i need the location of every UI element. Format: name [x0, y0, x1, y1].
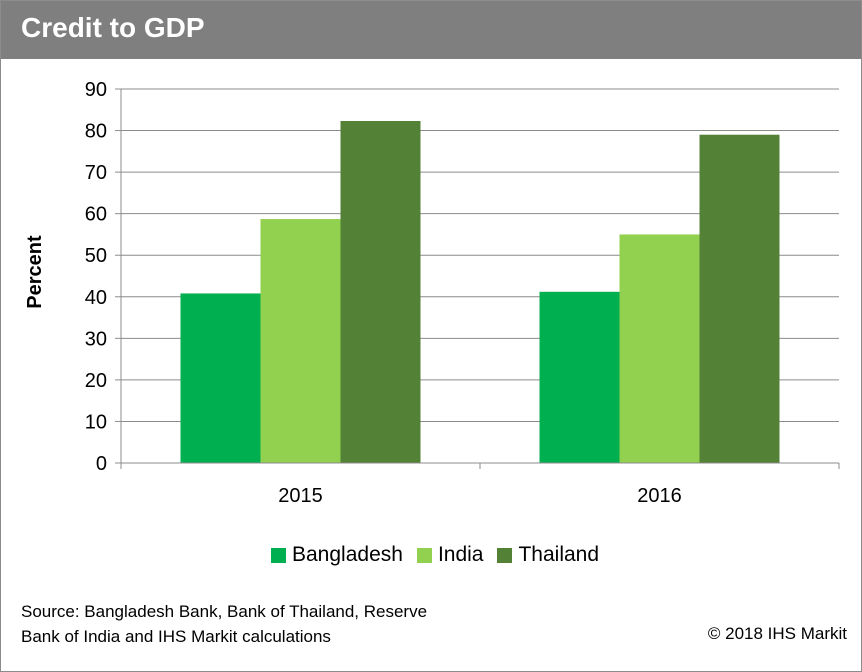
y-tick-label: 90: [85, 79, 107, 101]
bar-india: [619, 234, 700, 463]
legend-label: India: [437, 543, 484, 566]
source-note: Source: Bangladesh Bank, Bank of Thailan…: [21, 599, 581, 649]
y-tick-label: 50: [85, 245, 107, 267]
copyright-notice: © 2018 IHS Markit: [707, 624, 847, 643]
legend: Bangladesh India Thailand: [271, 541, 613, 569]
source-line-1: Source: Bangladesh Bank, Bank of Thailan…: [21, 602, 428, 621]
chart-title: Credit to GDP: [21, 12, 205, 43]
source-line-2: Bank of India and IHS Markit calculation…: [21, 627, 331, 646]
legend-swatch: [416, 547, 432, 563]
legend-label: Bangladesh: [292, 543, 403, 566]
bars: [180, 120, 780, 463]
bar-bangladesh: [180, 293, 261, 463]
bar-thailand: [340, 120, 421, 463]
y-axis-label: Percent: [24, 235, 46, 309]
bar-thailand: [699, 134, 780, 463]
legend-label: Thailand: [518, 543, 600, 566]
legend-swatch: [271, 547, 286, 563]
y-tick-label: 40: [85, 287, 107, 309]
legend-item: India: [416, 543, 484, 567]
y-tick-label: 30: [85, 328, 107, 350]
y-tick-labels: 0 10 20 30 40 50 60 70 80 90: [85, 79, 107, 475]
y-tick-label: 70: [85, 162, 107, 184]
x-tick-label: 2015: [278, 485, 323, 507]
y-tick-label: 60: [85, 204, 107, 226]
bar-india: [260, 219, 341, 463]
bar-bangladesh: [539, 291, 620, 463]
y-tick-label: 10: [85, 411, 107, 433]
title-bar: Credit to GDP: [1, 1, 861, 59]
y-tick-label: 0: [96, 453, 107, 475]
legend-item: Thailand: [497, 543, 599, 567]
x-tick-labels: 2015 2016: [278, 485, 682, 507]
legend-swatch: [497, 547, 513, 563]
axes: [115, 88, 840, 469]
x-tick-label: 2016: [637, 485, 682, 507]
legend-item: Bangladesh: [271, 543, 403, 567]
bar-chart: 0 10 20 30 40 50 60 70 80 90 2015 2016 Percent: [24, 79, 840, 507]
y-tick-label: 80: [85, 121, 107, 143]
y-tick-label: 20: [85, 370, 107, 392]
